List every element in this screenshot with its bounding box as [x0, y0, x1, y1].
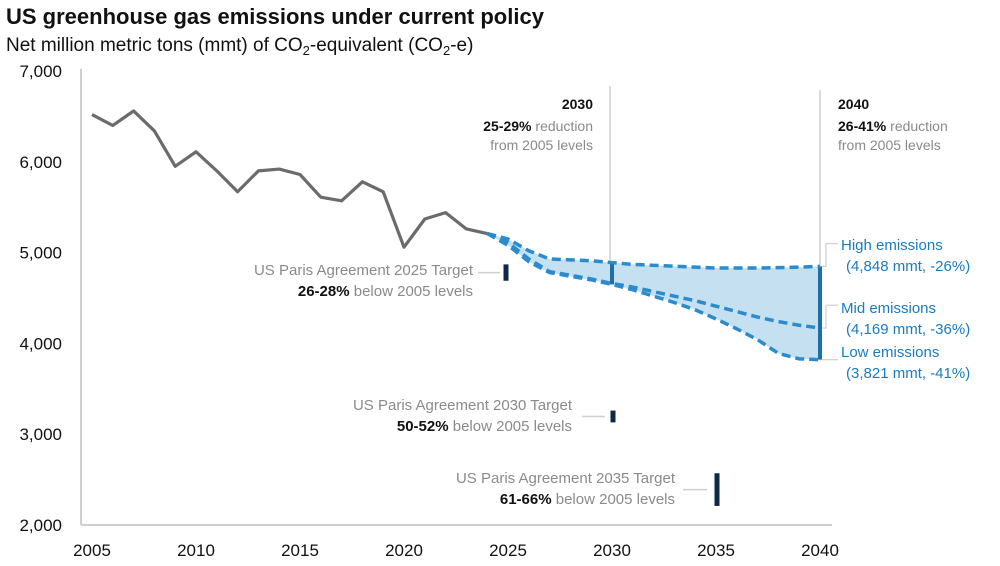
- paris-target-bar-2030: [610, 410, 616, 423]
- y-tick-label: 5,000: [19, 244, 62, 263]
- chart-title: US greenhouse gas emissions under curren…: [6, 4, 545, 29]
- annotation-percent: 26-41%: [838, 118, 887, 134]
- y-tick-label: 6,000: [19, 153, 62, 172]
- paris-target-bar-2035: [714, 473, 720, 506]
- y-tick-label: 2,000: [19, 516, 62, 535]
- paris-target-label: US Paris Agreement 2030 Target: [353, 397, 573, 414]
- x-tick-label: 2040: [801, 541, 839, 560]
- y-tick-label: 7,000: [19, 62, 62, 81]
- paris-targets: US Paris Agreement 2025 Target 26-28% bel…: [254, 262, 720, 508]
- paris-target-label: US Paris Agreement 2035 Target: [456, 470, 676, 487]
- paris-target-rest: below 2005 levels: [449, 418, 572, 435]
- x-tick-label: 2010: [177, 541, 215, 560]
- axes: 2,000 3,000 4,000 5,000 6,000 7,000 2005 2010 20…: [19, 62, 838, 560]
- annotation-rest: reduction: [886, 118, 947, 134]
- y-tick-label: 3,000: [19, 425, 62, 444]
- scenario-detail: (4,169 mmt, -36%): [846, 321, 970, 338]
- scenario-name: Low emissions: [841, 344, 939, 361]
- annotations: 2030 25-29% reduction from 2005 levels 2040…: [483, 96, 948, 153]
- paris-target-bar-2025: [503, 264, 509, 281]
- annotation-year: 2040: [838, 96, 869, 112]
- annotation-year: 2030: [562, 96, 593, 112]
- annotation-line2: from 2005 levels: [490, 137, 593, 153]
- projection-band: [486, 231, 822, 362]
- annotation-reduction: 26-41% reduction: [838, 118, 948, 134]
- annotation-percent: 25-29%: [483, 118, 532, 134]
- x-tick-label: 2035: [697, 541, 735, 560]
- historical-line: [91, 109, 488, 249]
- scenario-connector: [822, 242, 838, 268]
- projection-line-low: [486, 232, 821, 362]
- paris-target-rest: below 2005 levels: [552, 491, 675, 508]
- paris-target-detail: 26-28% below 2005 levels: [298, 283, 473, 300]
- y-tick-label: 4,000: [19, 334, 62, 353]
- annotation-line2: from 2005 levels: [838, 137, 941, 153]
- paris-target-label: US Paris Agreement 2025 Target: [254, 262, 474, 279]
- annotation-reduction: 25-29% reduction: [483, 118, 593, 134]
- historical-series: [91, 109, 488, 249]
- x-tick-label: 2025: [489, 541, 527, 560]
- paris-target-rest: below 2005 levels: [350, 283, 473, 300]
- x-tick-label: 2030: [593, 541, 631, 560]
- paris-target-percent: 50-52%: [397, 418, 449, 435]
- x-tick-label: 2020: [385, 541, 423, 560]
- scenario-labels: High emissions (4,848 mmt, -26%) Mid emiss…: [822, 237, 970, 382]
- guide-lines: [609, 86, 821, 267]
- x-tick-label: 2015: [281, 541, 319, 560]
- paris-target-percent: 61-66%: [500, 491, 552, 508]
- paris-target-percent: 26-28%: [298, 283, 350, 300]
- projection-line-high: [486, 231, 821, 270]
- scenario-name: Mid emissions: [841, 300, 936, 317]
- projection-range-area: [487, 233, 820, 360]
- scenario-connector: [822, 304, 838, 329]
- x-tick-label: 2005: [73, 541, 111, 560]
- chart-subtitle: Net million metric tons (mmt) of CO2-equ…: [6, 35, 473, 58]
- annotation-rest: reduction: [532, 118, 593, 134]
- paris-target-detail: 61-66% below 2005 levels: [500, 491, 675, 508]
- scenario-name: High emissions: [841, 237, 943, 254]
- paris-target-detail: 50-52% below 2005 levels: [397, 418, 572, 435]
- scenario-detail: (4,848 mmt, -26%): [846, 258, 970, 275]
- scenario-detail: (3,821 mmt, -41%): [846, 365, 970, 382]
